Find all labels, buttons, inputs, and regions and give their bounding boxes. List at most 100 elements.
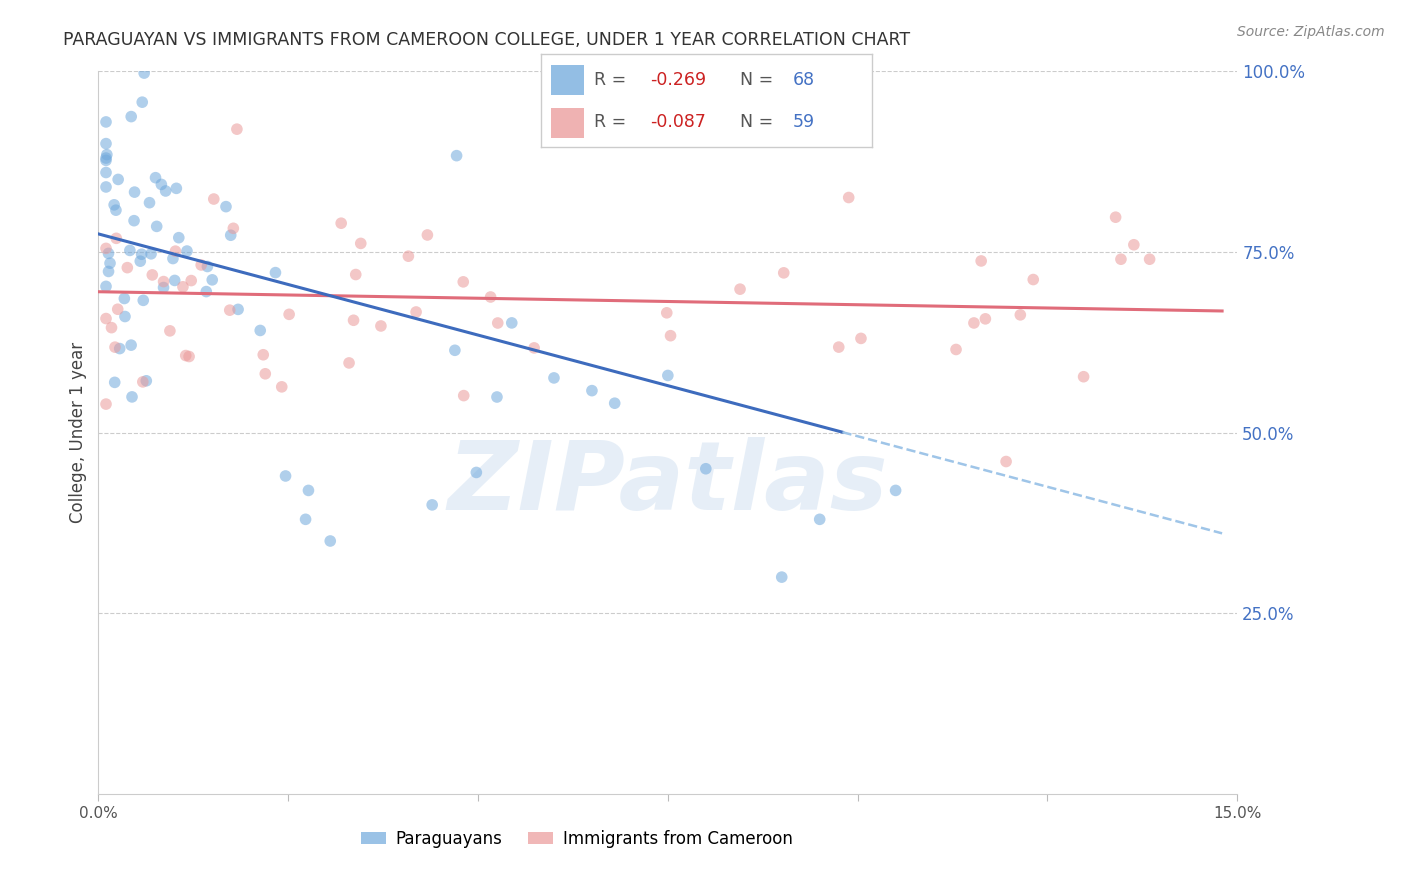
Point [172,280,194,294]
Point [98,256,121,270]
Point [159,324,181,338]
Point [249,323,271,337]
Point [523,341,546,355]
Point [995,454,1018,468]
Point [849,331,872,345]
Point [155,184,177,198]
Point [165,244,187,259]
Point [451,275,474,289]
Point [297,483,319,498]
Point [226,302,249,317]
Point [114,310,136,324]
Point [97,246,120,260]
Point [96,147,118,161]
Point [131,247,153,261]
Legend: Paraguayans, Immigrants from Cameroon: Paraguayans, Immigrants from Cameroon [354,822,799,855]
Point [97,264,120,278]
Point [274,469,297,483]
Point [94,115,117,129]
Point [370,318,392,333]
Point [202,192,225,206]
Point [254,367,277,381]
Point [1022,272,1045,286]
Point [278,307,301,321]
Point [141,268,163,282]
Point [446,148,468,162]
Point [94,136,117,151]
Point [970,254,993,268]
Point [974,311,997,326]
Point [963,316,986,330]
Point [1010,308,1032,322]
Point [1109,252,1132,267]
Point [94,153,117,168]
Point [163,273,186,287]
Point [486,316,509,330]
Point [884,483,907,498]
Point [828,340,851,354]
Point [167,230,190,244]
Point [294,512,316,526]
Point [177,350,200,364]
Point [100,320,122,334]
Point [121,390,143,404]
Point [479,290,502,304]
Text: Source: ZipAtlas.com: Source: ZipAtlas.com [1237,25,1385,39]
Point [107,302,129,317]
Point [165,181,187,195]
Point [107,172,129,186]
Text: PARAGUAYAN VS IMMIGRANTS FROM CAMEROON COLLEGE, UNDER 1 YEAR CORRELATION CHART: PARAGUAYAN VS IMMIGRANTS FROM CAMEROON C… [63,31,911,49]
Point [94,180,117,194]
Text: R =: R = [595,113,627,131]
Point [135,374,157,388]
Point [485,390,508,404]
Point [104,340,127,354]
Point [772,266,794,280]
Point [129,254,152,268]
Point [396,249,419,263]
Point [108,342,131,356]
Point [94,311,117,326]
Text: N =: N = [740,70,773,88]
Point [152,275,174,289]
Point [405,305,427,319]
Point [420,498,443,512]
Point [264,266,287,280]
Point [218,303,240,318]
Bar [551,108,585,138]
Point [344,268,367,282]
Point [150,178,173,192]
Point [120,110,142,124]
Point [222,221,245,235]
Text: 68: 68 [793,70,814,88]
Point [124,185,146,199]
Point [543,371,565,385]
Point [219,228,242,243]
Point [139,247,162,261]
Point [659,328,682,343]
Point [770,570,793,584]
Point [180,274,202,288]
Point [728,282,751,296]
Point [201,273,224,287]
Point [270,380,292,394]
Point [1104,210,1126,224]
Point [176,244,198,258]
Point [655,306,678,320]
Point [152,280,174,294]
Point [138,195,160,210]
Text: 59: 59 [793,113,814,131]
Point [132,293,155,308]
Point [131,95,153,110]
Point [453,388,475,402]
Point [225,122,247,136]
Point [501,316,523,330]
Point [174,349,197,363]
Point [330,216,353,230]
Text: N =: N = [740,113,773,131]
Point [104,376,127,390]
Point [112,292,135,306]
Point [252,348,274,362]
Point [416,227,439,242]
Point [657,368,679,383]
